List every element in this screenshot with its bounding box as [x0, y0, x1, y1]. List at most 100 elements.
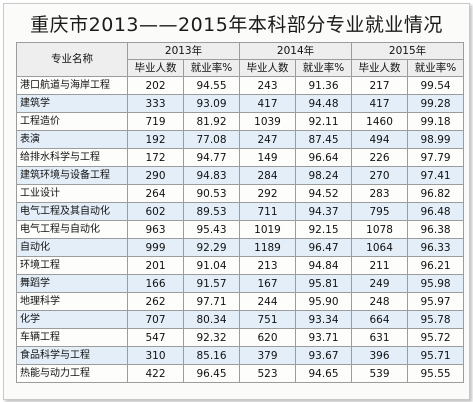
graduates-cell: 166: [127, 274, 184, 293]
graduates-cell: 379: [239, 346, 297, 365]
major-cell: 表演: [16, 130, 128, 149]
header-major: 专业名称: [16, 42, 128, 77]
graduates-cell: 217: [351, 76, 409, 95]
major-cell: 自动化: [16, 238, 128, 257]
table-row: 电气工程及其自动化 602 89.53 711 94.37 795 96.48: [16, 202, 465, 221]
rate-cell: 93.67: [295, 346, 353, 365]
rate-cell: 98.99: [407, 130, 465, 149]
graduates-cell: 244: [239, 292, 297, 311]
header-graduates: 毕业人数: [127, 59, 184, 77]
graduates-cell: 422: [127, 364, 184, 383]
rate-cell: 94.65: [295, 364, 353, 383]
rate-cell: 90.53: [182, 184, 241, 203]
graduates-cell: 1064: [351, 238, 409, 257]
graduates-cell: 284: [239, 166, 297, 185]
major-cell: 舞蹈学: [16, 274, 128, 293]
graduates-cell: 226: [351, 148, 409, 167]
graduates-cell: 172: [127, 148, 184, 167]
table-row: 工程造价 719 81.92 1039 92.11 1460 99.18: [16, 112, 465, 131]
rate-cell: 95.97: [407, 292, 465, 311]
graduates-cell: 711: [239, 202, 297, 221]
rate-cell: 96.38: [407, 220, 465, 239]
graduates-cell: 417: [351, 94, 409, 113]
graduates-cell: 719: [127, 112, 184, 131]
graduates-cell: 333: [127, 94, 184, 113]
graduates-cell: 247: [239, 130, 297, 149]
graduates-cell: 167: [239, 274, 297, 293]
rate-cell: 77.08: [182, 130, 241, 149]
graduates-cell: 248: [351, 292, 409, 311]
major-cell: 建筑环境与设备工程: [16, 166, 128, 185]
rate-cell: 95.43: [182, 220, 241, 239]
table-row: 食品科学与工程 310 85.16 379 93.67 396 95.71: [16, 346, 465, 365]
graduates-cell: 211: [351, 256, 409, 275]
rate-cell: 87.45: [295, 130, 353, 149]
graduates-cell: 999: [127, 238, 184, 257]
header-row-years: 专业名称 2013年 2014年 2015年: [16, 42, 465, 77]
rate-cell: 95.71: [407, 346, 465, 365]
graduates-cell: 417: [239, 94, 297, 113]
rate-cell: 96.45: [182, 364, 241, 383]
table-row: 电气工程与自动化 963 95.43 1019 92.15 1078 96.38: [16, 220, 465, 239]
rate-cell: 97.41: [407, 166, 465, 185]
major-cell: 热能与动力工程: [16, 364, 128, 383]
rate-cell: 97.79: [407, 148, 465, 167]
table-header: 专业名称 2013年 2014年 2015年 毕业人数 就业率% 毕业人数 就业…: [16, 42, 465, 77]
rate-cell: 93.09: [182, 94, 241, 113]
graduates-cell: 192: [127, 130, 184, 149]
table-row: 自动化 999 92.29 1189 96.47 1064 96.33: [16, 238, 465, 257]
rate-cell: 93.71: [295, 328, 353, 347]
header-year-2013: 2013年: [126, 42, 241, 60]
graduates-cell: 396: [351, 346, 409, 365]
graduates-cell: 1189: [239, 238, 297, 257]
major-cell: 建筑学: [16, 94, 128, 113]
graduates-cell: 310: [127, 346, 184, 365]
graduates-cell: 494: [351, 130, 409, 149]
rate-cell: 96.21: [407, 256, 465, 275]
graduates-cell: 539: [351, 364, 409, 383]
header-year-2014: 2014年: [239, 42, 353, 60]
graduates-cell: 149: [239, 148, 297, 167]
table-row: 地理科学 262 97.71 244 95.90 248 95.97: [16, 292, 465, 311]
table-body: 港口航道与海岸工程 202 94.55 243 91.36 217 99.54 建筑学 333 9…: [16, 76, 465, 383]
rate-cell: 91.36: [295, 76, 353, 95]
rate-cell: 93.34: [295, 310, 353, 329]
graduates-cell: 264: [127, 184, 184, 203]
rate-cell: 94.55: [182, 76, 241, 95]
rate-cell: 94.37: [295, 202, 353, 221]
rate-cell: 96.33: [407, 238, 465, 257]
graduates-cell: 795: [351, 202, 409, 221]
rate-cell: 94.77: [182, 148, 241, 167]
graduates-cell: 292: [239, 184, 297, 203]
rate-cell: 92.32: [182, 328, 241, 347]
table-row: 港口航道与海岸工程 202 94.55 243 91.36 217 99.54: [16, 76, 465, 95]
rate-cell: 95.72: [407, 328, 465, 347]
graduates-cell: 707: [127, 310, 184, 329]
major-cell: 港口航道与海岸工程: [16, 76, 128, 95]
table-row: 舞蹈学 166 91.57 167 95.81 249 95.98: [16, 274, 465, 293]
graduates-cell: 620: [239, 328, 297, 347]
header-rate: 就业率%: [407, 59, 465, 77]
graduates-cell: 631: [351, 328, 409, 347]
rate-cell: 80.34: [182, 310, 241, 329]
rate-cell: 91.04: [182, 256, 241, 275]
graduates-cell: 963: [127, 220, 184, 239]
graduates-cell: 1039: [239, 112, 297, 131]
rate-cell: 99.54: [407, 76, 465, 95]
rate-cell: 92.29: [182, 238, 241, 257]
rate-cell: 94.52: [295, 184, 353, 203]
rate-cell: 98.24: [295, 166, 353, 185]
graduates-cell: 1019: [239, 220, 297, 239]
rate-cell: 99.18: [407, 112, 465, 131]
rate-cell: 92.11: [295, 112, 353, 131]
page-title: 重庆市2013——2015年本科部分专业就业情况: [30, 14, 443, 36]
rate-cell: 96.47: [295, 238, 353, 257]
table-row: 工业设计 264 90.53 292 94.52 283 96.82: [16, 184, 465, 203]
rate-cell: 94.84: [295, 256, 353, 275]
rate-cell: 95.81: [295, 274, 353, 293]
rate-cell: 81.92: [182, 112, 241, 131]
header-rate: 就业率%: [182, 59, 241, 77]
rate-cell: 96.82: [407, 184, 465, 203]
table-row: 化学 707 80.34 751 93.34 664 95.78: [16, 310, 465, 329]
graduates-cell: 249: [351, 274, 409, 293]
